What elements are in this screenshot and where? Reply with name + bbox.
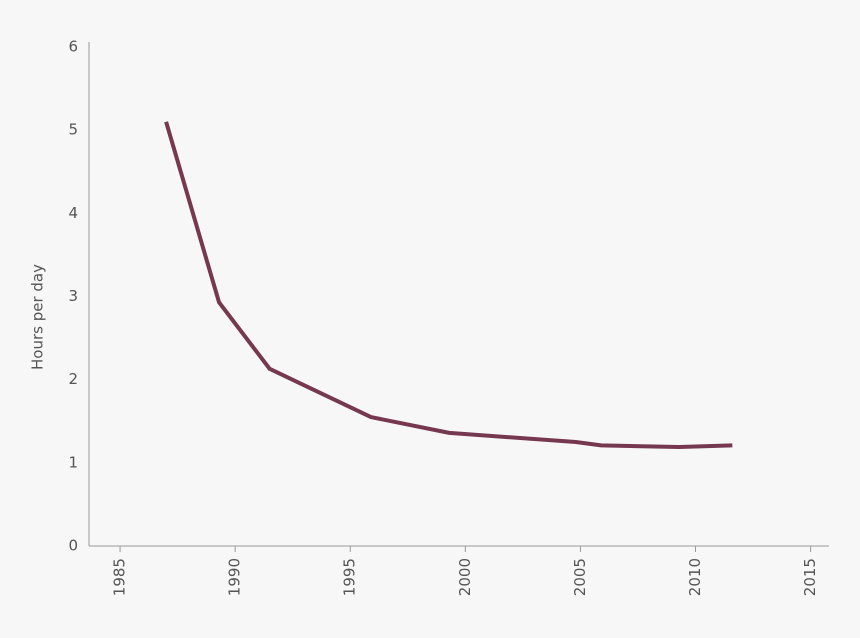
y-axis-label: Hours per day — [29, 264, 47, 370]
y-tick-label: 2 — [68, 370, 78, 388]
x-tick-label: 2010 — [686, 558, 704, 596]
x-tick-label: 2005 — [571, 558, 589, 596]
x-tick-label: 1990 — [226, 558, 244, 596]
y-tick-label: 3 — [68, 287, 78, 305]
y-tick-label: 4 — [68, 204, 78, 222]
y-tick-label: 0 — [68, 537, 78, 555]
data-line — [164, 121, 733, 450]
x-tick-label: 2000 — [456, 558, 474, 596]
x-tick-label: 2015 — [801, 558, 819, 596]
y-tick-label: 5 — [68, 121, 78, 139]
y-tick-label: 6 — [68, 38, 78, 56]
y-tick-label: 1 — [68, 453, 78, 471]
x-tick-label: 1985 — [111, 558, 129, 596]
x-tick-label: 1995 — [341, 558, 359, 596]
